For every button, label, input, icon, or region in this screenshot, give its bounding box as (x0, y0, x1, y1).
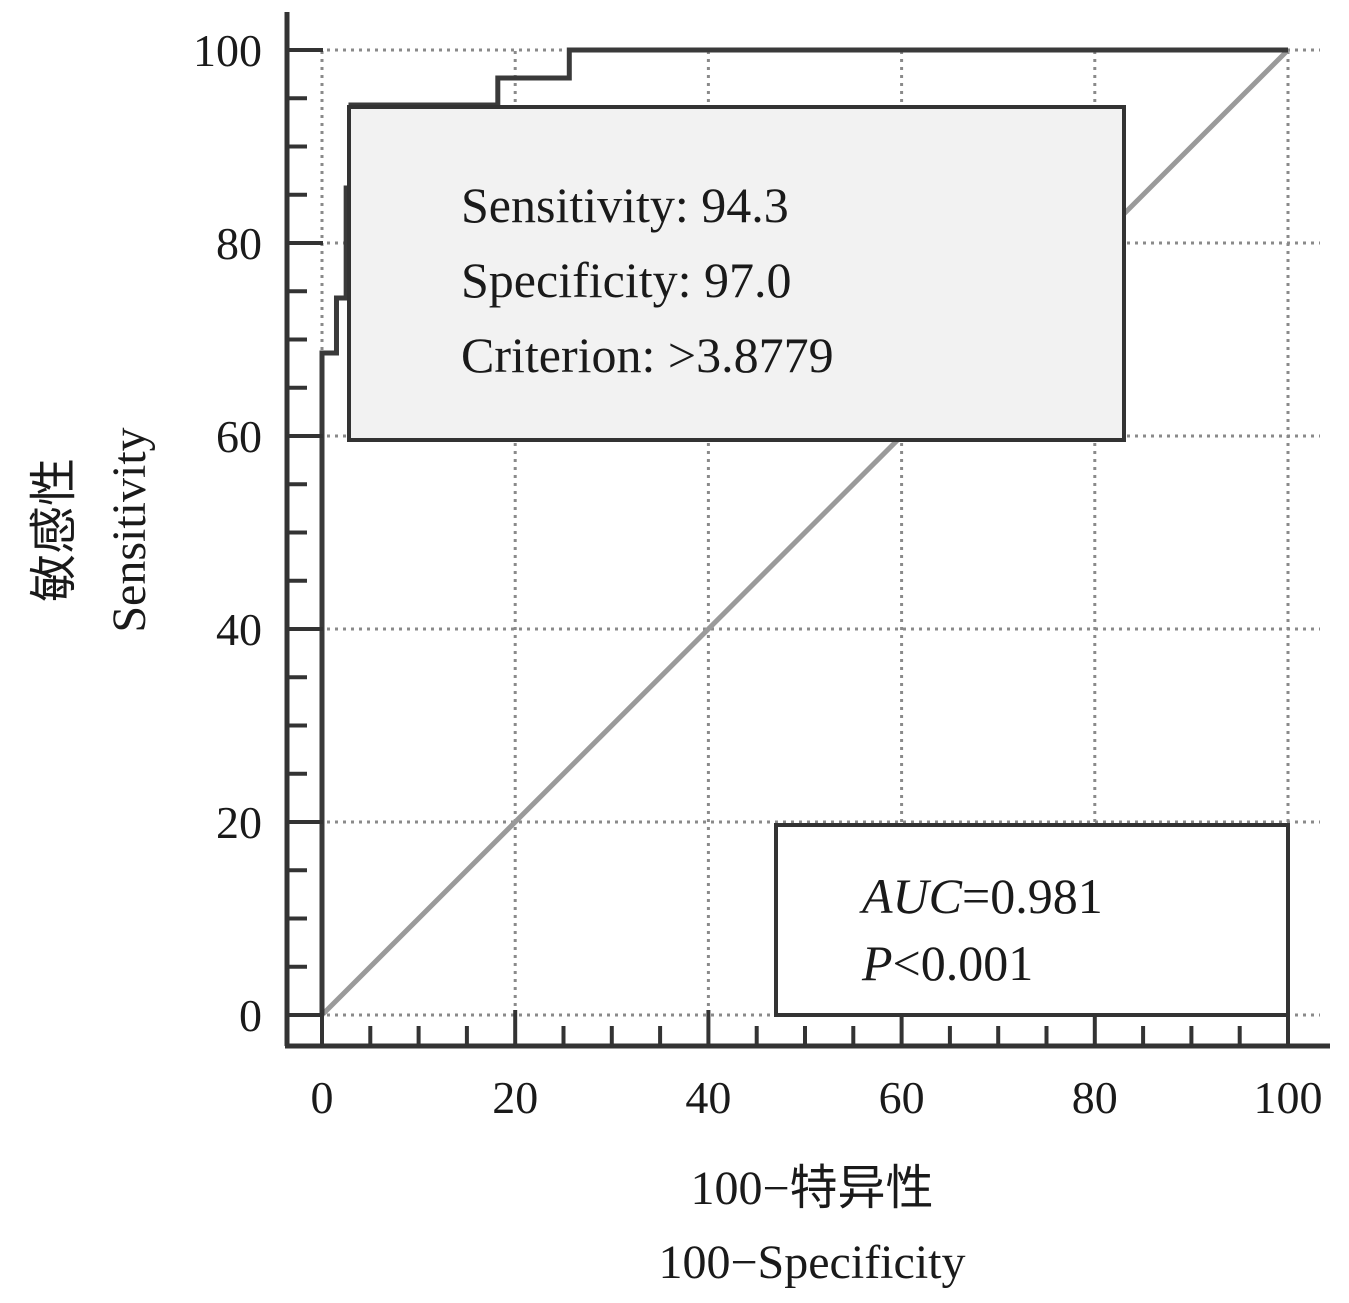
reference-line-group (320, 48, 1290, 1017)
x-axis-title-en: 100−Specificity (658, 1236, 965, 1289)
axes (284, 12, 1330, 1049)
criterion-box: Sensitivity: 94.3 Specificity: 97.0 Crit… (347, 105, 1126, 442)
x-tick-label-20: 20 (492, 1072, 538, 1123)
auc-text: AUC=0.981 (859, 868, 1103, 924)
y-tick-label-80: 80 (216, 218, 262, 269)
criterion-box-frame (347, 105, 1126, 442)
x-tick-label-100: 100 (1254, 1072, 1323, 1123)
y-axis-title-en: Sensitivity (103, 427, 156, 632)
reference-diagonal-line (320, 48, 1290, 1017)
y-tick-label-0: 0 (239, 990, 262, 1041)
y-tick-label-40: 40 (216, 604, 262, 655)
x-tick-label-60: 60 (879, 1072, 925, 1123)
auc-box: AUC=0.981 P<0.001 (774, 823, 1290, 1017)
y-tick-label-20: 20 (216, 797, 262, 848)
x-axis-title-cn: 100−特异性 (690, 1162, 933, 1215)
x-tick-label-80: 80 (1072, 1072, 1118, 1123)
x-tick-label-40: 40 (685, 1072, 731, 1123)
p-value: <0.001 (893, 935, 1034, 991)
y-tick-label-100: 100 (193, 25, 262, 76)
p-value-text: P<0.001 (861, 935, 1033, 991)
criterion-specificity-text: Specificity: 97.0 (461, 252, 792, 308)
auc-label: AUC (859, 868, 963, 924)
x-tick-label-0: 0 (311, 1072, 334, 1123)
y-tick-label-60: 60 (216, 411, 262, 462)
criterion-value-text: Criterion: >3.8779 (461, 327, 834, 383)
auc-box-frame (774, 823, 1290, 1017)
auc-value: =0.981 (962, 868, 1103, 924)
p-label: P (861, 935, 893, 991)
tick-labels: 0 20 40 60 80 100 0 20 40 60 80 100 (193, 25, 1323, 1123)
y-axis-title-cn: 敏感性 (28, 458, 81, 602)
criterion-sensitivity-text: Sensitivity: 94.3 (461, 177, 789, 233)
